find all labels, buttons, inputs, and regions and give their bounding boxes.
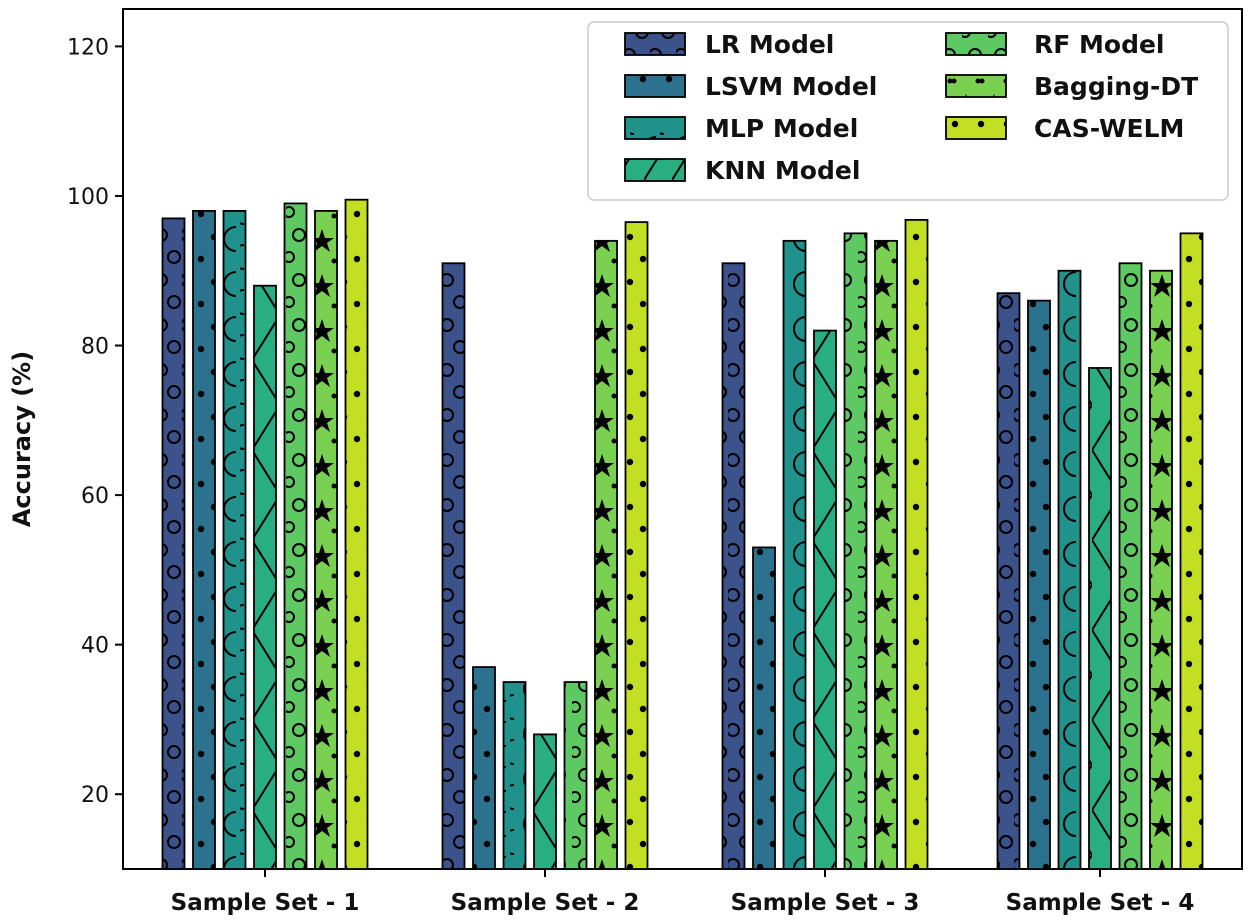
bar-lsvm-model-1 (192, 210, 216, 870)
bar-knn-model-3 (813, 329, 837, 870)
bar-rf-model-4 (1118, 262, 1143, 870)
bar-cas-welm-2 (624, 221, 649, 870)
y-tick-label: 40 (81, 634, 109, 659)
y-tick-label: 100 (67, 185, 109, 210)
x-tick-label: Sample Set - 4 (1006, 890, 1195, 916)
legend-label: KNN Model (705, 156, 860, 185)
x-tick-label: Sample Set - 3 (731, 890, 920, 916)
y-tick-label: 80 (81, 335, 109, 360)
bar-bagging-dt-1 (314, 210, 338, 870)
y-tick-label: 60 (81, 484, 109, 509)
legend-label: MLP Model (705, 114, 858, 143)
bar-rf-model-2 (563, 681, 588, 870)
legend-item-rf-model: RF Model (945, 30, 1165, 59)
bar-mlp-model-2 (502, 681, 527, 870)
bar-bagging-dt-2 (594, 239, 618, 870)
bar-cas-welm-4 (1179, 232, 1204, 870)
x-tick-label: Sample Set - 2 (451, 890, 640, 916)
bar-cas-welm-1 (344, 198, 369, 870)
bar-lsvm-model-4 (1027, 299, 1051, 870)
bar-lr-model-3 (721, 262, 746, 870)
bar-series-group (161, 198, 1204, 870)
y-axis-label: Accuracy (%) (8, 351, 36, 527)
bar-mlp-model-1 (222, 210, 247, 870)
legend-label: LSVM Model (705, 72, 877, 101)
legend-item-lr-model: LR Model (624, 30, 834, 59)
bar-knn-model-2 (533, 733, 557, 870)
y-axis: 20 40 60 80 100 120 (67, 35, 123, 808)
bar-lr-model-1 (161, 217, 186, 870)
legend-item-cas-welm: CAS-WELM (945, 114, 1184, 143)
bar-knn-model-1 (253, 284, 277, 870)
legend-label: Bagging-DT (1034, 72, 1198, 101)
legend-item-knn-model: KNN Model (624, 156, 860, 185)
legend: LR Model LSVM Model MLP Model KNN Model RF M… (587, 21, 1229, 201)
bar-lsvm-model-2 (472, 666, 496, 870)
bar-mlp-model-4 (1057, 269, 1082, 870)
bar-lsvm-model-3 (752, 546, 776, 870)
legend-item-bagging-dt: Bagging-DT (945, 72, 1198, 101)
x-tick-label: Sample Set - 1 (171, 890, 360, 916)
bar-mlp-model-3 (782, 239, 807, 870)
bar-bagging-dt-3 (874, 239, 898, 870)
bar-knn-model-4 (1088, 367, 1112, 870)
legend-frame (587, 21, 1229, 201)
bar-bagging-dt-4 (1149, 269, 1173, 870)
legend-item-mlp-model: MLP Model (624, 114, 858, 143)
x-axis: Sample Set - 1 Sample Set - 2 Sample Set -… (171, 869, 1195, 916)
legend-label: RF Model (1034, 30, 1165, 59)
bar-rf-model-3 (843, 232, 868, 870)
legend-label: CAS-WELM (1034, 114, 1184, 143)
bar-cas-welm-3 (904, 218, 929, 870)
legend-item-lsvm-model: LSVM Model (624, 72, 877, 101)
bar-lr-model-2 (441, 262, 466, 870)
legend-label: LR Model (705, 30, 834, 59)
bar-rf-model-1 (283, 202, 308, 870)
plot-area-frame (122, 8, 1243, 870)
bar-lr-model-4 (996, 292, 1021, 870)
y-tick-label: 20 (81, 783, 109, 808)
y-tick-label: 120 (67, 35, 109, 60)
